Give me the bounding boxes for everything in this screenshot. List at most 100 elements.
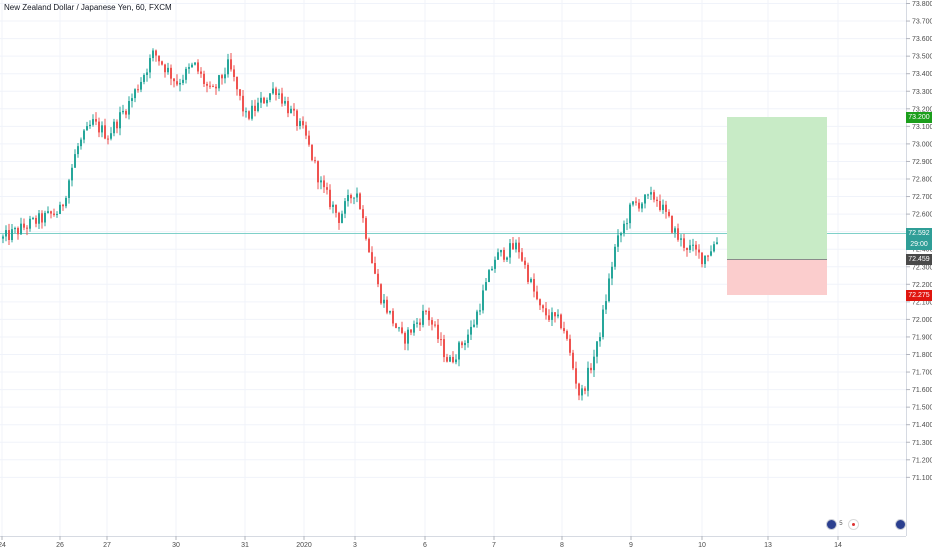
candle-body (671, 215, 673, 233)
candle-body (461, 342, 463, 346)
candle-body (689, 245, 691, 250)
price-tick-label: 72.000 (912, 317, 932, 324)
candle-body (527, 264, 529, 282)
time-tick-label: 9 (629, 542, 633, 549)
candle-body (38, 213, 40, 224)
candle-body (251, 105, 253, 119)
candle-body (137, 89, 139, 91)
candle-body (440, 339, 442, 341)
candle-body (176, 81, 178, 85)
candle-body (305, 125, 307, 136)
candle-body (557, 314, 559, 317)
candle-body (551, 312, 553, 320)
candle-body (8, 230, 10, 240)
price-tick-label: 73.000 (912, 141, 932, 148)
profit-target-zone[interactable] (727, 117, 827, 259)
candle-body (125, 110, 127, 115)
candle-body (266, 99, 268, 104)
candle-body (149, 58, 151, 73)
candle-body (467, 334, 469, 343)
flag-icon (826, 519, 837, 530)
candle-body (32, 217, 34, 219)
candle-body (182, 79, 184, 83)
candle-body (218, 75, 220, 89)
candle-body (119, 112, 121, 129)
candle-body (680, 238, 682, 240)
candle-body (377, 273, 379, 285)
candle-body (614, 246, 616, 267)
candle-body (392, 310, 394, 324)
candle-body (596, 341, 598, 357)
target-price-badge: 73.200 (906, 112, 932, 123)
candle-body (386, 299, 388, 313)
price-tick-label: 73.300 (912, 89, 932, 96)
price-tick-label: 72.200 (912, 282, 932, 289)
candle-body (443, 339, 445, 358)
candle-body (167, 67, 169, 73)
candle-body (701, 252, 703, 265)
price-tick-label: 72.600 (912, 212, 932, 219)
candle-body (296, 110, 298, 127)
candle-body (359, 193, 361, 210)
price-tick-label: 71.800 (912, 352, 932, 359)
candle-body (239, 89, 241, 96)
candle-body (23, 223, 25, 228)
candle-body (128, 101, 130, 115)
time-tick-label: 10 (698, 542, 706, 549)
candle-body (26, 227, 28, 229)
candle-body (353, 197, 355, 199)
candle-body (254, 105, 256, 111)
candle-body (581, 388, 583, 396)
candle-body (602, 309, 604, 338)
price-tick-label: 72.400 (912, 247, 932, 254)
price-scale[interactable]: 73.800 73.700 73.600 73.500 73.400 73.300 73.2… (906, 1, 932, 482)
candle-body (476, 311, 478, 325)
candle-body (503, 249, 505, 260)
candle-body (65, 197, 67, 207)
candle-body (29, 218, 31, 229)
candle-body (134, 89, 136, 99)
candle-body (362, 209, 364, 219)
stop-loss-zone[interactable] (727, 259, 827, 295)
candle-body (200, 71, 202, 74)
candle-body (188, 67, 190, 69)
candle-body (515, 242, 517, 250)
candle-body (656, 199, 658, 202)
candle-body (413, 323, 415, 333)
candle-body (41, 213, 43, 223)
candle-body (173, 78, 175, 82)
candle-body (242, 95, 244, 112)
candle-body (554, 312, 556, 317)
candle-body (317, 161, 319, 183)
candle-body (374, 263, 376, 274)
candle-body (425, 310, 427, 312)
candle-body (224, 74, 226, 79)
current-price-badge: 72.592 (906, 228, 932, 239)
time-tick-label: 26 (56, 542, 64, 549)
candle-body (578, 383, 580, 396)
candle-body (164, 64, 166, 73)
candle-body (464, 342, 466, 346)
candle-body (452, 356, 454, 363)
event-dot-icon[interactable] (848, 519, 859, 533)
candle-body (290, 108, 292, 114)
candle-body (434, 324, 436, 326)
event-flag-icon-2[interactable] (895, 519, 906, 533)
candle-body (158, 55, 160, 62)
candle-body (215, 86, 217, 89)
price-tick-label: 72.300 (912, 264, 932, 271)
candle-body (56, 213, 58, 215)
candle-body (512, 243, 514, 250)
candle-body (536, 291, 538, 300)
time-scale[interactable]: 24 26 27 30 31 2020 3 6 7 8 9 10 13 14 (0, 536, 842, 549)
candle-body (530, 279, 532, 282)
candle-body (617, 235, 619, 247)
candle-body (209, 85, 211, 87)
candle-body (284, 101, 286, 104)
candle-body (332, 204, 334, 207)
candle-body (281, 93, 283, 104)
event-flag-icon[interactable]: 5 (826, 519, 843, 533)
candle-body (356, 193, 358, 198)
candle-body (692, 244, 694, 246)
